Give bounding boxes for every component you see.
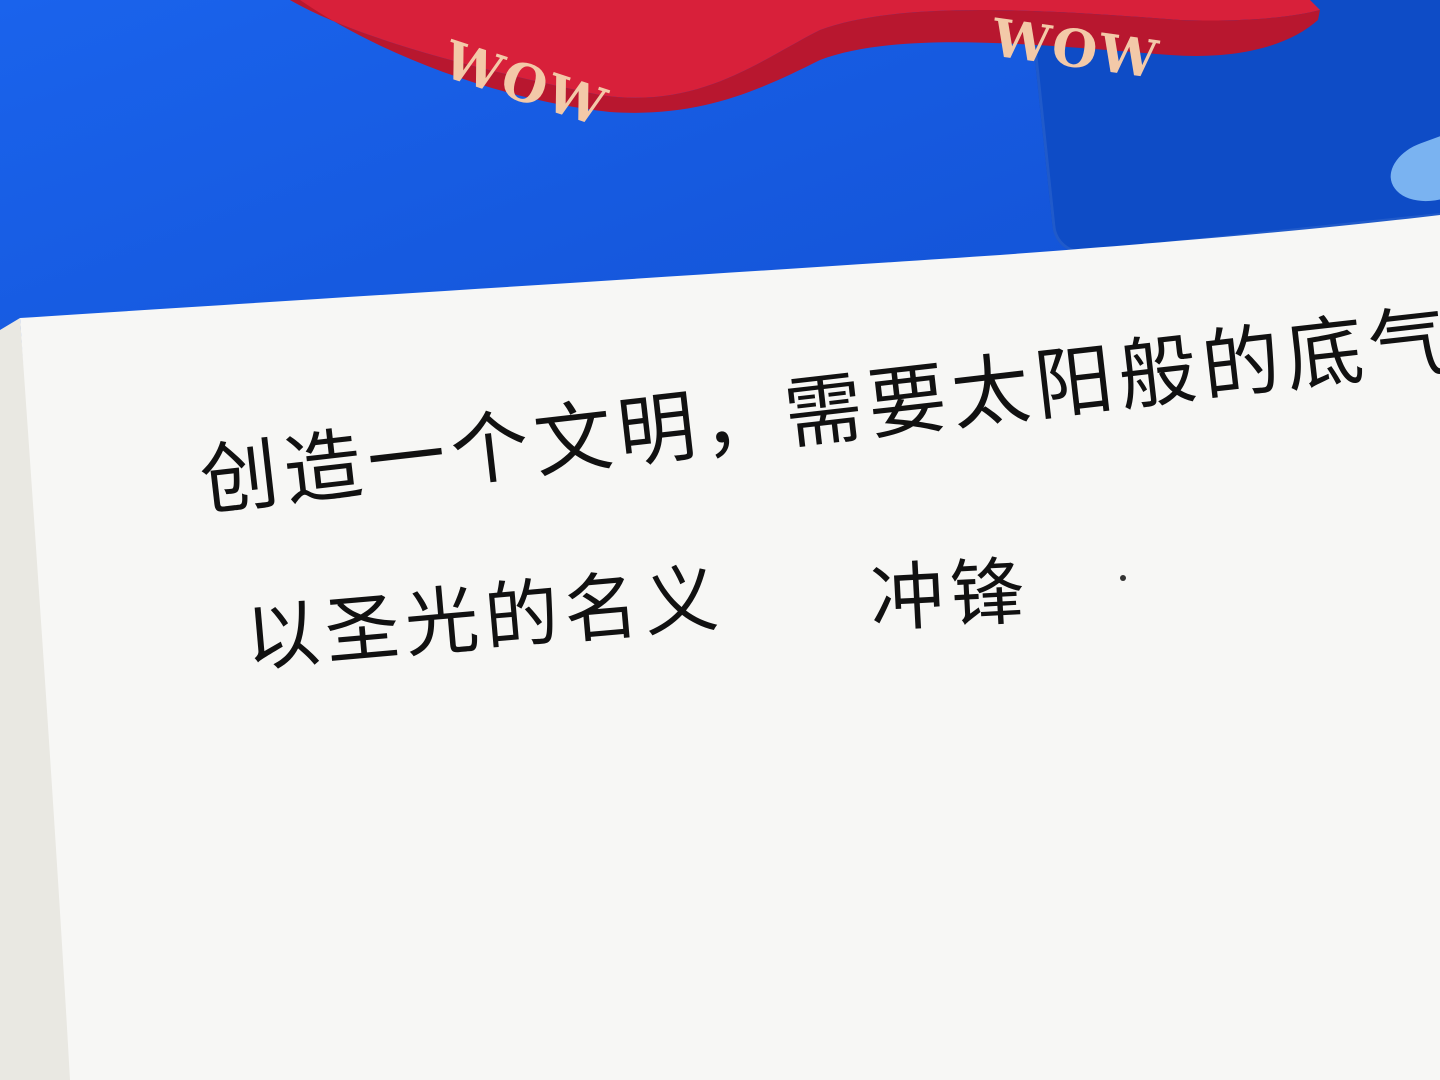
handwriting-end-dot (1120, 575, 1126, 581)
red-lanyard-ribbon: WOW WOW (290, 0, 1320, 139)
ribbon-band (290, 0, 1320, 98)
ribbon-band-lower (290, 0, 1320, 113)
handwriting-signature: 冲锋 (868, 548, 1033, 643)
notebook-paper (20, 215, 1440, 1080)
handwriting-line-1: 创造一个文明，需要太阳般的底气。 (195, 286, 1440, 528)
handwriting-line-2: 以圣光的名义 (241, 555, 728, 683)
